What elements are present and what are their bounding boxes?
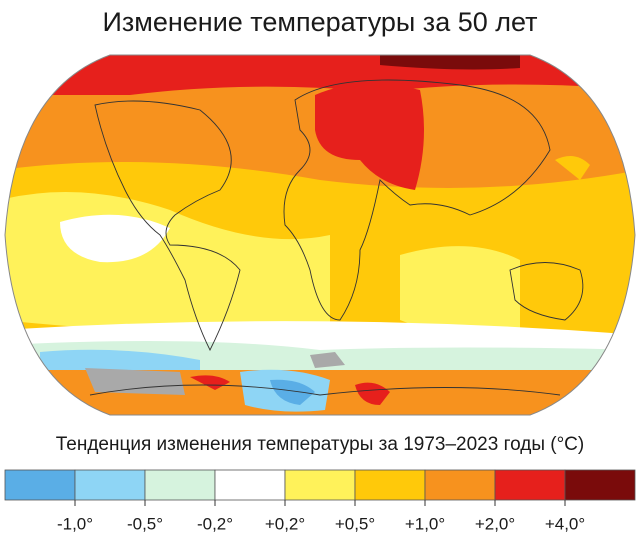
colorbar-bin — [74, 469, 146, 501]
colorbar-bin — [4, 469, 76, 501]
colorbar-tick-label: -1,0° — [57, 514, 93, 533]
map-region — [380, 55, 520, 70]
colorbar-bin — [284, 469, 356, 501]
colorbar-tick-label: +0,5° — [335, 514, 375, 533]
no-data-region — [310, 352, 345, 368]
map-region — [400, 246, 520, 336]
map-region — [60, 214, 170, 263]
no-data-region — [85, 368, 185, 395]
map-region — [190, 375, 230, 390]
continent-outline — [283, 79, 551, 321]
colorbar-bin — [494, 469, 566, 501]
colorbar-tick-label: -0,2° — [197, 514, 233, 533]
continent-outline — [509, 262, 584, 321]
colorbar-bin — [214, 469, 286, 501]
continent-outline — [89, 384, 561, 396]
colorbar-bin — [424, 469, 496, 501]
colorbar-tick-label: +0,2° — [265, 514, 305, 533]
map-region — [40, 349, 200, 372]
colorbar: -1,0° -0,5° -0,2° +0,2° +0,5° +1,0° +2,0° +4,0° — [4, 469, 636, 533]
map-region — [270, 379, 315, 405]
legend-title: Тенденция изменения температуры за 1973–… — [56, 434, 584, 455]
map-region — [355, 382, 390, 405]
title: Изменение температуры за 50 лет — [103, 7, 538, 37]
map-region — [555, 156, 590, 180]
map — [5, 55, 635, 415]
colorbar-bin — [144, 469, 216, 501]
map-frame — [4, 54, 636, 416]
colorbar-bin — [354, 469, 426, 501]
colorbar-tick-label: +1,0° — [405, 514, 445, 533]
colorbar-tick-label: +2,0° — [475, 514, 515, 533]
colorbar-tick-label: -0,5° — [127, 514, 163, 533]
continent-outline — [94, 100, 241, 352]
colorbar-bin — [564, 469, 636, 501]
map-region — [315, 83, 424, 190]
colorbar-tick-label: +4,0° — [545, 514, 585, 533]
